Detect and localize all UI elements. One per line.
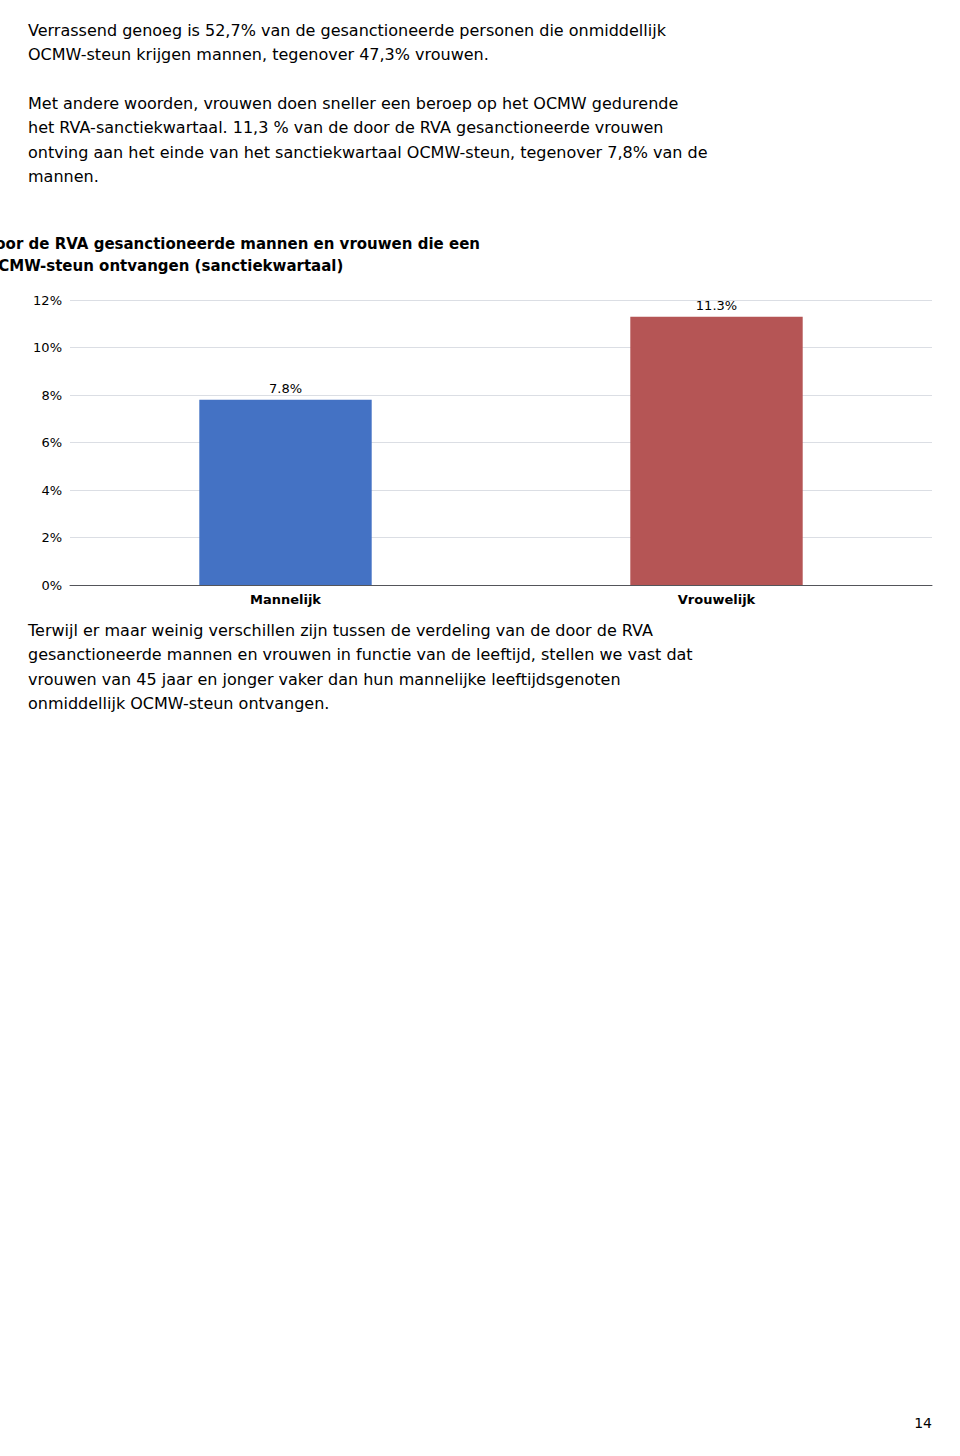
svg-text:11.3%: 11.3% <box>696 298 737 313</box>
svg-text:4%: 4% <box>41 483 62 498</box>
svg-text:7.8%: 7.8% <box>269 381 302 396</box>
svg-text:12%: 12% <box>33 293 62 308</box>
svg-text:Vrouwelijk: Vrouwelijk <box>678 592 756 607</box>
svg-text:Verrassend genoeg is 52,7% van: Verrassend genoeg is 52,7% van de gesanc… <box>28 21 667 40</box>
svg-text:14: 14 <box>914 1415 932 1431</box>
svg-text:Met andere woorden, vrouwen do: Met andere woorden, vrouwen doen sneller… <box>28 94 678 113</box>
svg-text:het RVA-sanctiekwartaal. 11,3: het RVA-sanctiekwartaal. 11,3 % van de d… <box>28 118 664 137</box>
svg-text:10%: 10% <box>33 340 62 355</box>
svg-text:vrouwen van 45 jaar en jonger: vrouwen van 45 jaar en jonger vaker dan … <box>28 670 621 689</box>
svg-text:onmiddellijk OCMW-steun ontvan: onmiddellijk OCMW-steun ontvangen. <box>28 694 329 713</box>
svg-text:mannen.: mannen. <box>28 167 99 186</box>
svg-text:Terwijl er maar weinig verschi: Terwijl er maar weinig verschillen zijn … <box>27 621 653 640</box>
svg-text:ontving aan het einde van het: ontving aan het einde van het sanctiekwa… <box>28 143 708 162</box>
svg-text:OCMW-steun ontvangen (sanctiek: OCMW-steun ontvangen (sanctiekwartaal) <box>0 257 343 275</box>
svg-text:2%: 2% <box>41 530 62 545</box>
svg-text:gesanctioneerde mannen en vrou: gesanctioneerde mannen en vrouwen in fun… <box>28 645 693 664</box>
svg-text:OCMW-steun krijgen mannen, teg: OCMW-steun krijgen mannen, tegenover 47,… <box>28 45 489 64</box>
svg-text:Mannelijk: Mannelijk <box>250 592 321 607</box>
svg-text:6%: 6% <box>41 435 62 450</box>
svg-text:Aandeel van de door de RVA ges: Aandeel van de door de RVA gesanctioneer… <box>0 235 480 253</box>
svg-text:0%: 0% <box>41 578 62 593</box>
svg-text:8%: 8% <box>41 388 62 403</box>
